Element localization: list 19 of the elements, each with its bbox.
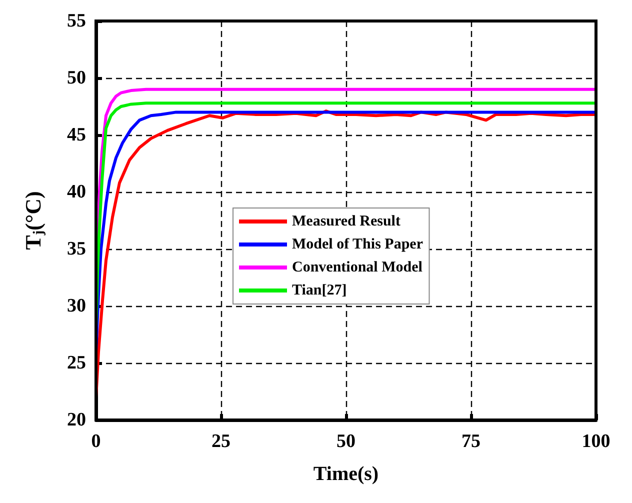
y-tick-label: 25 bbox=[67, 352, 86, 374]
x-tick-label: 75 bbox=[462, 431, 480, 452]
y-tick-label: 55 bbox=[67, 10, 86, 32]
y-tick-label: 30 bbox=[67, 296, 86, 316]
legend-label: Model of This Paper bbox=[292, 236, 424, 252]
y-tick-label: 50 bbox=[67, 68, 86, 88]
y-tick-label: 35 bbox=[67, 238, 86, 260]
y-axis-title: Tj(°C) bbox=[20, 191, 46, 250]
x-tick-label: 100 bbox=[582, 431, 610, 452]
x-axis-title: Time(s) bbox=[313, 463, 379, 485]
y-tick-label: 45 bbox=[67, 124, 86, 146]
y-tick-label: 20 bbox=[67, 410, 86, 430]
legend-label: Conventional Model bbox=[292, 260, 422, 276]
x-tick-label: 0 bbox=[91, 431, 101, 452]
y-tick-label: 40 bbox=[67, 182, 86, 202]
x-tick-label: 25 bbox=[212, 431, 230, 452]
x-tick-label: 50 bbox=[336, 431, 356, 452]
legend-label: Measured Result bbox=[292, 214, 400, 230]
legend-label: Tian[27] bbox=[292, 282, 347, 298]
